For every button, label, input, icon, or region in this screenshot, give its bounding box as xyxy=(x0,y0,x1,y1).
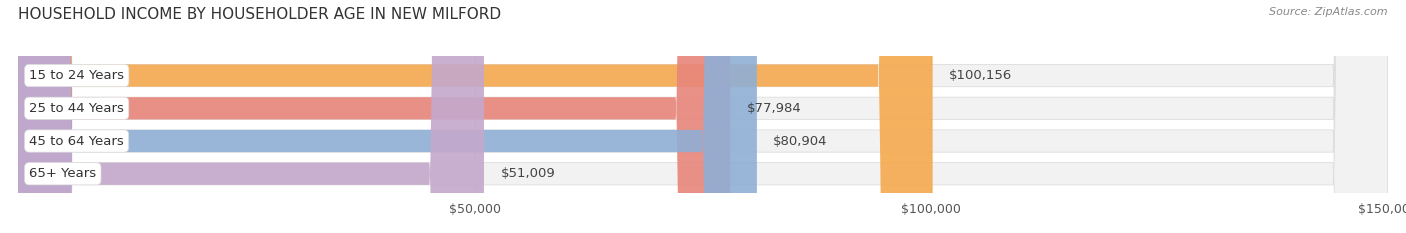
Text: 25 to 44 Years: 25 to 44 Years xyxy=(30,102,124,115)
FancyBboxPatch shape xyxy=(18,0,1388,233)
FancyBboxPatch shape xyxy=(18,0,730,233)
FancyBboxPatch shape xyxy=(18,0,932,233)
Text: $100,156: $100,156 xyxy=(949,69,1012,82)
Text: Source: ZipAtlas.com: Source: ZipAtlas.com xyxy=(1270,7,1388,17)
Text: $80,904: $80,904 xyxy=(773,134,828,147)
Text: 45 to 64 Years: 45 to 64 Years xyxy=(30,134,124,147)
Text: 65+ Years: 65+ Years xyxy=(30,167,97,180)
FancyBboxPatch shape xyxy=(18,0,1388,233)
Text: HOUSEHOLD INCOME BY HOUSEHOLDER AGE IN NEW MILFORD: HOUSEHOLD INCOME BY HOUSEHOLDER AGE IN N… xyxy=(18,7,502,22)
FancyBboxPatch shape xyxy=(18,0,1388,233)
Text: 15 to 24 Years: 15 to 24 Years xyxy=(30,69,124,82)
Text: $51,009: $51,009 xyxy=(501,167,555,180)
Text: $77,984: $77,984 xyxy=(747,102,801,115)
FancyBboxPatch shape xyxy=(18,0,756,233)
FancyBboxPatch shape xyxy=(18,0,484,233)
FancyBboxPatch shape xyxy=(18,0,1388,233)
